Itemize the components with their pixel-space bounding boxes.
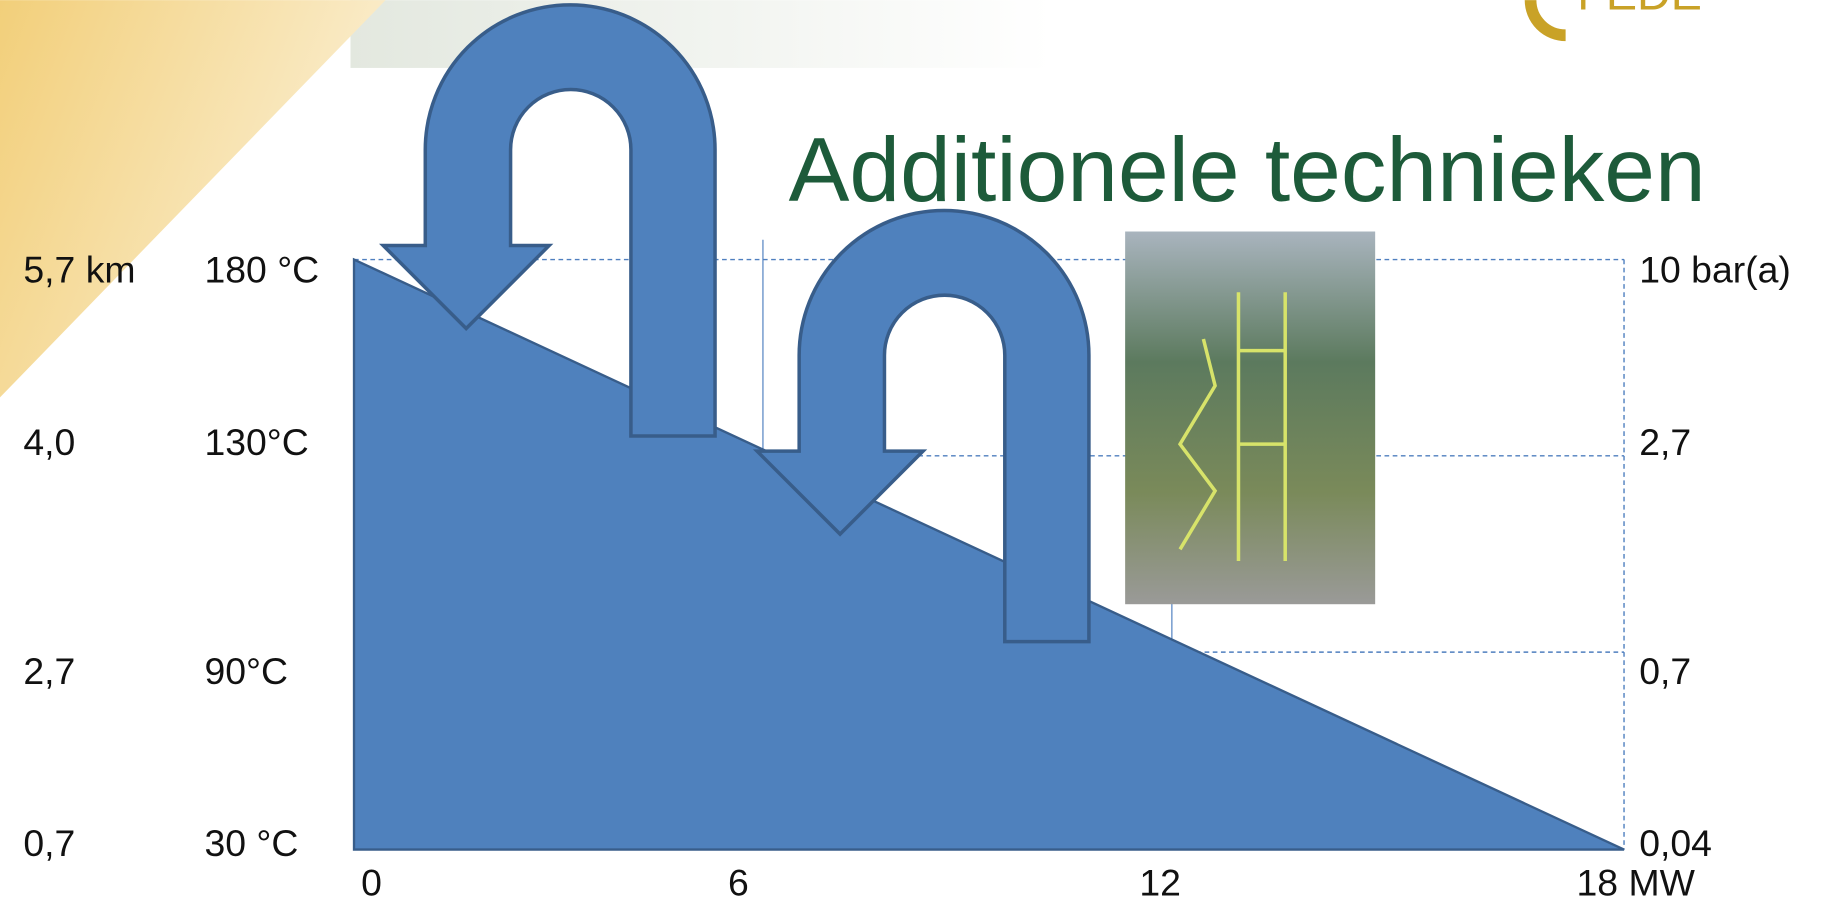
- depth-label: 5,7 km: [23, 248, 135, 290]
- pressure-label: 2,7: [1639, 421, 1691, 463]
- depth-label: 4,0: [23, 421, 75, 463]
- logo-text: FEDE: [1577, 0, 1702, 20]
- slide: FEDE Additionele technieken 5,7 km 180 °C…: [0, 0, 1832, 907]
- x-label: 12: [1139, 862, 1181, 904]
- temperature-label: 30 °C: [204, 822, 298, 864]
- depth-label: 0,7: [23, 822, 75, 864]
- pressure-label: 0,04: [1639, 822, 1712, 864]
- temperature-label: 90°C: [204, 650, 288, 692]
- depth-label: 2,7: [23, 650, 75, 692]
- temperature-label: 130°C: [204, 421, 308, 463]
- temperature-label: 180 °C: [204, 248, 319, 290]
- x-label: 6: [728, 862, 749, 904]
- logo: [1531, 0, 1566, 35]
- corner-decoration: [0, 0, 386, 397]
- header-band: [351, 0, 1052, 68]
- plant-photo: [1125, 232, 1375, 605]
- x-label: 0: [361, 862, 382, 904]
- power-triangle: [354, 260, 1624, 850]
- pressure-label: 0,7: [1639, 650, 1691, 692]
- slide-title: Additionele technieken: [789, 120, 1706, 221]
- x-label: 18 MW: [1577, 862, 1696, 904]
- pressure-label: 10 bar(a): [1639, 248, 1791, 290]
